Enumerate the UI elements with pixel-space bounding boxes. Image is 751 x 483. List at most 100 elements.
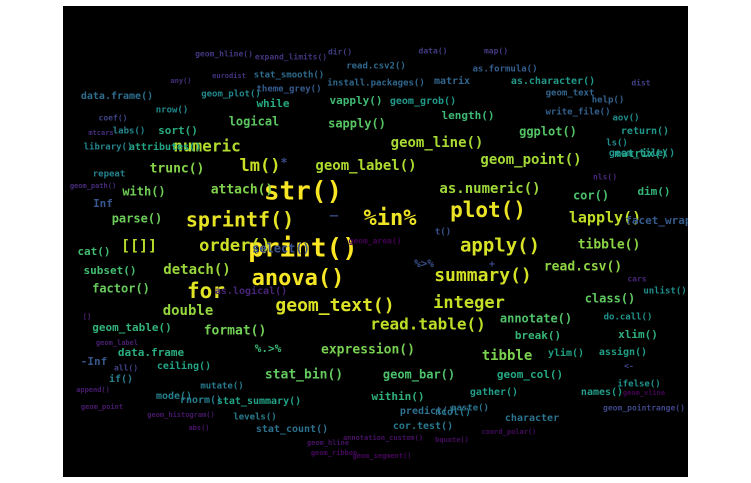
cloud-word: geom_text()	[275, 295, 394, 316]
cloud-word: abs()	[188, 424, 209, 432]
cloud-word: attach()	[211, 183, 274, 198]
cloud-word: cat()	[77, 245, 110, 258]
cloud-word: aov()	[612, 114, 639, 124]
cloud-background	[63, 6, 688, 477]
cloud-word: any()	[170, 77, 191, 85]
cloud-word: while	[256, 97, 289, 110]
cloud-word: mode()	[156, 391, 192, 402]
cloud-word: anova()	[252, 266, 345, 291]
cloud-word: %in%	[364, 206, 418, 231]
cloud-word: map()	[484, 47, 508, 56]
cloud-word: coord_polar()	[482, 428, 537, 436]
cloud-word: geom_path()	[70, 182, 116, 190]
cloud-word: order()	[199, 236, 271, 256]
cloud-word: read.table()	[370, 315, 486, 334]
cloud-word: geom_vline	[623, 389, 665, 397]
cloud-word: geom_segment()	[352, 452, 411, 460]
cloud-word: with()	[122, 185, 165, 199]
cloud-word: geom_tile()	[609, 147, 675, 159]
cloud-word: tibble	[482, 348, 533, 364]
cloud-word: print()	[248, 234, 358, 264]
cloud-word: logical	[229, 115, 280, 129]
cloud-word: expression()	[321, 343, 415, 358]
cloud-word: numeric	[173, 137, 240, 156]
cloud-word: install.packages()	[327, 78, 425, 89]
cloud-word: library()	[84, 142, 133, 153]
cloud-word: cor()	[573, 189, 609, 203]
cloud-word: nls()	[593, 173, 617, 182]
cloud-word: repeat	[93, 170, 126, 180]
cloud-word: trunc()	[150, 162, 205, 177]
cloud-word: annotate()	[500, 312, 572, 326]
cloud-word: attributes()	[129, 141, 201, 153]
cloud-word: geom_label	[96, 339, 138, 347]
cloud-word: matrix()	[615, 147, 668, 160]
cloud-word: geom_bar()	[383, 368, 455, 383]
cloud-word: as.logical()	[215, 285, 287, 297]
cloud-word: expand_limits()	[255, 52, 327, 62]
cloud-word: mutate()	[200, 382, 243, 392]
cloud-word: mtcars	[88, 129, 113, 137]
cloud-word: ifelse()	[617, 379, 660, 390]
word-group: print() str() anova() %in% plot() sprintf() fo…	[70, 47, 688, 461]
cloud-word: _	[330, 201, 339, 217]
cloud-word: eurodist	[212, 72, 246, 80]
cloud-word: lapply()	[569, 209, 641, 227]
cloud-word: append()	[76, 386, 110, 394]
cloud-word: annotation_custom()	[343, 434, 423, 442]
cloud-word: geom_col()	[497, 368, 563, 381]
cloud-word: vapply()	[330, 94, 383, 107]
cloud-word: bquote()	[435, 436, 469, 444]
cloud-word: geom_area()	[349, 237, 402, 246]
cloud-word: theme_grey()	[256, 85, 321, 95]
cloud-word: lm()	[240, 156, 281, 176]
cloud-word: dim()	[637, 185, 670, 198]
cloud-word: sapply()	[328, 117, 386, 131]
cloud-word: ls()	[606, 139, 628, 149]
cloud-word: select()	[252, 242, 310, 256]
cloud-word: names()	[581, 387, 623, 398]
cloud-word: integer	[433, 293, 505, 313]
cloud-word: labs()	[113, 127, 146, 137]
cloud-word: summary()	[434, 265, 532, 286]
cloud-word: if()	[109, 373, 133, 385]
cloud-word: apply()	[460, 235, 540, 257]
cloud-word: facet_wrap()	[625, 214, 688, 227]
cloud-word: assign()	[599, 346, 647, 358]
cloud-word: character	[505, 413, 559, 424]
cloud-word: Inf	[93, 197, 113, 210]
cloud-word: [[]]	[121, 237, 157, 255]
cloud-word: write_file()	[545, 107, 610, 118]
cloud-word: stat_smooth()	[254, 71, 324, 81]
cloud-word: geom_label()	[315, 158, 416, 174]
cloud-word: data()	[419, 47, 448, 56]
cloud-word: []	[83, 313, 91, 321]
cloud-word: tibble()	[578, 238, 641, 253]
cloud-word: geom_text	[546, 89, 595, 99]
cloud-word: detach()	[163, 262, 230, 278]
cloud-word: geom_plot()	[201, 90, 261, 100]
cloud-word: geom_table()	[92, 321, 171, 334]
cloud-word: t()	[435, 228, 451, 238]
cloud-word: <-	[624, 362, 634, 371]
cloud-word: geom_grob()	[390, 96, 456, 107]
cloud-word: %.>%	[255, 342, 282, 355]
cloud-word: *	[280, 156, 287, 170]
cloud-word: cars	[627, 275, 646, 284]
cloud-word: sprintf()	[186, 208, 294, 232]
word-cloud-canvas: print() str() anova() %in% plot() sprintf() fo…	[63, 6, 688, 477]
cloud-word: class()	[585, 292, 636, 306]
cloud-word: nrow()	[156, 106, 189, 116]
cloud-word: length()	[442, 109, 495, 122]
cloud-word: +	[489, 259, 495, 270]
cloud-word: read.csv()	[544, 260, 622, 275]
cloud-word: plot()	[450, 198, 526, 222]
cloud-word: unlist()	[643, 286, 686, 297]
cloud-word: geom_ribbon	[311, 449, 357, 457]
cloud-word: parse()	[112, 212, 163, 226]
cloud-word: geom_point()	[480, 152, 581, 168]
cloud-word: format()	[204, 324, 267, 339]
cloud-word: geom_point	[81, 403, 123, 411]
cloud-word: dist	[631, 78, 650, 88]
word-cloud: print() str() anova() %in% plot() sprintf() fo…	[63, 6, 688, 477]
